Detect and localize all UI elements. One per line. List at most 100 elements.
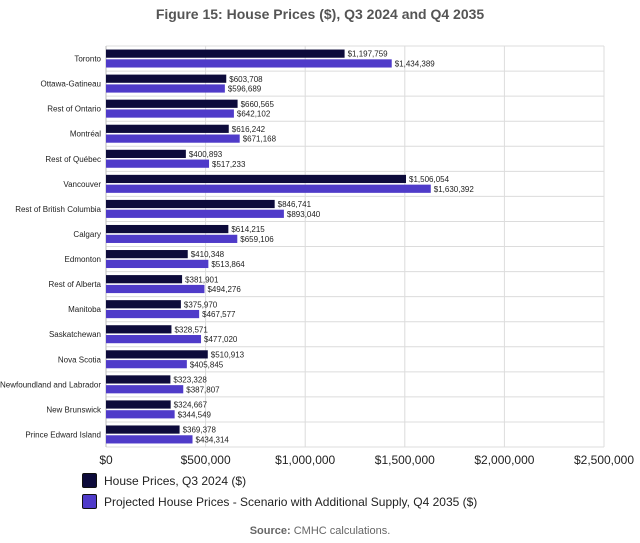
x-tick-label: $2,000,000 [474,453,534,467]
data-label-2024: $324,667 [174,401,208,410]
bar-2024 [106,250,188,259]
chart-title: Figure 15: House Prices ($), Q3 2024 and… [155,6,485,22]
category-label: Rest of British Columbia [15,205,101,214]
legend-swatch-2035 [82,494,97,509]
category-label: Vancouver [63,180,101,189]
data-label-2024: $400,893 [189,150,223,159]
data-label-2035: $893,040 [287,210,321,219]
data-label-2035: $477,020 [204,335,238,344]
bar-2035 [106,159,210,168]
bar-2035 [106,59,392,68]
x-tick-label: $1,500,000 [375,453,435,467]
source-text: CMHC calculations. [290,525,391,537]
bar-2035 [106,360,187,369]
source-prefix: Source: [249,525,291,537]
x-tick-label: $0 [99,453,113,467]
data-label-2024: $375,970 [184,300,218,309]
data-label-2024: $328,571 [174,325,208,334]
bar-2035 [106,134,240,143]
bars-layer [106,49,431,444]
data-label-2024: $660,565 [241,100,275,109]
legend-label-2024: House Prices, Q3 2024 ($) [104,473,247,488]
data-label-2035: $434,314 [196,435,230,444]
bar-2024 [106,49,345,58]
data-label-2035: $596,689 [228,85,262,94]
data-label-2024: $510,913 [211,350,245,359]
legend-swatch-2024 [82,473,97,488]
bar-2035 [106,309,200,319]
category-label: Prince Edward Island [25,430,101,439]
data-label-2035: $513,864 [211,260,245,269]
bar-2035 [106,259,209,269]
bar-2035 [106,184,431,193]
category-label: Rest of Québec [45,155,101,164]
bar-2024 [106,275,183,284]
data-label-2024: $846,741 [278,200,312,209]
bar-2024 [106,350,208,359]
data-label-2035: $517,233 [212,160,246,169]
bar-2035 [106,435,193,444]
data-label-2024: $1,506,054 [409,175,450,184]
category-label: New Brunswick [46,405,102,414]
category-label: Rest of Alberta [49,280,102,289]
bar-2024 [106,74,227,83]
data-label-2035: $642,102 [237,110,271,119]
data-label-2035: $387,807 [186,385,220,394]
bar-2024 [106,300,181,309]
data-label-2024: $614,215 [231,225,265,234]
bar-2035 [106,109,234,118]
bar-2024 [106,375,171,384]
bar-2035 [106,335,202,344]
data-label-2024: $1,197,759 [348,50,389,59]
bar-2024 [106,224,229,234]
bar-2024 [106,99,238,108]
labels-layer: Toronto $1,197,759 $1,434,389 Ottawa-Gatine… [0,50,474,445]
category-label: Newfoundland and Labrador [0,380,101,389]
data-label-2024: $616,242 [232,125,266,134]
bar-2024 [106,325,172,334]
data-label-2035: $659,106 [240,235,274,244]
legend-item-2024: House Prices, Q3 2024 ($) [82,473,246,488]
data-label-2035: $494,276 [207,285,241,294]
data-label-2024: $369,378 [183,426,217,435]
ticks-layer: $0 $500,000 $1,000,000 $1,500,000 $2,000,000… [99,453,634,467]
category-label: Toronto [74,55,101,64]
bar-2035 [106,84,225,93]
grid-layer [105,45,605,448]
source-note: Source: CMHC calculations. [0,525,640,537]
bar-2035 [106,209,284,218]
x-tick-label: $1,000,000 [275,453,335,467]
category-label: Calgary [73,230,101,239]
bar-2024 [106,149,186,158]
bar-2024 [106,425,180,434]
category-label: Montréal [70,130,101,139]
data-label-2024: $323,328 [173,376,207,385]
x-tick-label: $500,000 [181,453,231,467]
category-label: Saskatchewan [49,330,101,339]
legend-label-2035: Projected House Prices - Scenario with A… [104,494,478,509]
category-label: Ottawa-Gatineau [41,80,101,89]
bar-2024 [106,174,407,184]
data-label-2035: $405,845 [190,360,224,369]
data-label-2035: $1,434,389 [395,60,436,69]
category-label: Nova Scotia [58,355,102,364]
data-label-2024: $603,708 [229,75,263,84]
data-label-2035: $467,577 [202,310,236,319]
data-label-2024: $381,901 [185,275,219,284]
bar-2035 [106,385,184,394]
category-label: Rest of Ontario [47,105,101,114]
data-label-2035: $1,630,392 [434,185,475,194]
bar-2024 [106,124,229,133]
category-label: Edmonton [65,255,101,264]
data-label-2035: $344,549 [178,410,212,419]
x-tick-label: $2,500,000 [574,453,634,467]
bar-2024 [106,400,171,409]
bar-2035 [106,234,238,243]
legend-item-2035: Projected House Prices - Scenario with A… [82,494,477,509]
data-label-2024: $410,348 [191,250,225,259]
bar-2035 [106,284,205,294]
bar-2035 [106,410,175,419]
data-label-2035: $671,168 [243,135,277,144]
category-label: Manitoba [68,305,101,314]
